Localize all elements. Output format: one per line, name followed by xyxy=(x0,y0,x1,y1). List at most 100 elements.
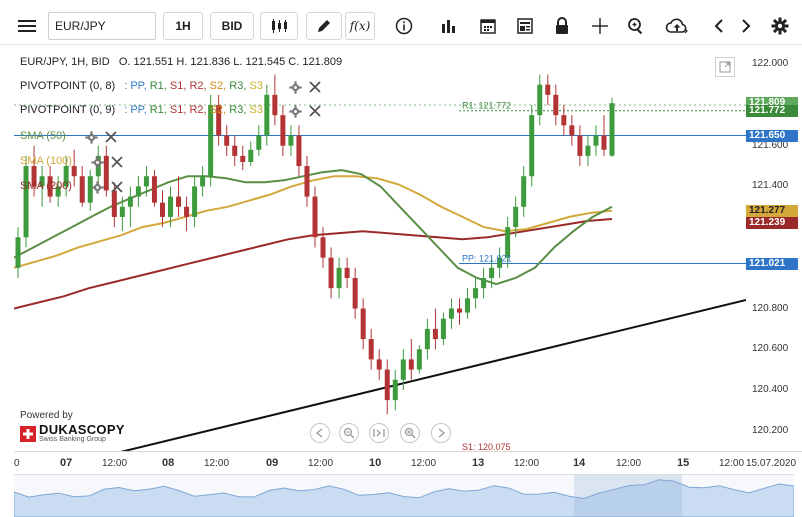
close-icon[interactable] xyxy=(105,131,119,145)
r1-label: R1, xyxy=(149,80,167,92)
close-icon[interactable] xyxy=(309,81,323,95)
scroll-left-button[interactable] xyxy=(708,12,730,40)
candle-down xyxy=(224,135,230,146)
pivotpoint-8-legend[interactable]: PIVOTPOINT (0, 8) : PP, R1, S1, R2, S2, … xyxy=(20,80,263,92)
candle-up xyxy=(465,298,471,313)
bar-chart-icon xyxy=(442,20,455,33)
candle-down xyxy=(577,135,583,156)
fit-chart-button[interactable] xyxy=(369,423,389,443)
candle-up xyxy=(593,135,599,146)
crosshair-button[interactable] xyxy=(586,12,614,40)
zoom-out-icon xyxy=(343,427,355,439)
expand-chart-button[interactable] xyxy=(715,57,735,77)
time-tick-label: 09 xyxy=(266,457,279,469)
candle-up xyxy=(248,149,254,162)
sma50-legend[interactable]: SMA (50) xyxy=(20,130,66,142)
volume-button[interactable] xyxy=(435,12,463,40)
sma100-legend[interactable]: SMA (100) xyxy=(20,155,72,167)
document-icon xyxy=(517,18,533,34)
time-tick-label: 12:00 xyxy=(411,458,437,469)
pivot-level-label: S1: 120.075 xyxy=(462,442,511,451)
upload-button[interactable] xyxy=(660,12,694,40)
close-icon[interactable] xyxy=(111,156,125,170)
candle-up xyxy=(119,206,125,217)
brand-name: DUKASCOPY xyxy=(39,422,125,437)
candle-down xyxy=(280,115,286,146)
info-button[interactable] xyxy=(390,12,418,40)
settings-gear-icon[interactable] xyxy=(289,81,303,95)
indicators-button[interactable]: f(x) xyxy=(345,12,375,40)
candle-down xyxy=(31,166,37,187)
price-tick-label: 120.800 xyxy=(752,302,789,314)
navigator-area xyxy=(14,479,794,517)
scroll-forward-button[interactable] xyxy=(431,423,451,443)
crosshair-icon xyxy=(592,18,608,34)
zoom-out-button[interactable] xyxy=(339,423,359,443)
candle-down xyxy=(111,190,117,217)
candle-down xyxy=(545,84,551,95)
navigator[interactable] xyxy=(14,474,794,517)
time-tick-label: 07 xyxy=(60,457,73,469)
price-tick-label: 121.400 xyxy=(752,180,789,192)
candle-up xyxy=(135,186,141,197)
candle-down xyxy=(312,196,318,238)
hamburger-menu-icon[interactable] xyxy=(12,12,42,40)
candle-down xyxy=(71,166,77,177)
candle-down xyxy=(240,155,246,162)
navigator-window[interactable] xyxy=(574,474,682,517)
zoom-in-button[interactable] xyxy=(400,423,420,443)
pivotpoint-9-legend[interactable]: PIVOTPOINT (0, 9) : PP, R1, S1, R2, S2, … xyxy=(20,104,263,116)
time-tick-label: 15 xyxy=(677,457,690,469)
sma50-label: SMA (50) xyxy=(20,130,66,142)
settings-button[interactable] xyxy=(768,12,792,40)
lock-button[interactable] xyxy=(548,12,576,40)
candle-up xyxy=(481,277,487,289)
cloud-upload-icon xyxy=(665,18,688,34)
pivotpoint-8-label: PIVOTPOINT (0, 8) xyxy=(20,80,116,92)
chart-type-button[interactable] xyxy=(260,12,298,40)
candle-up xyxy=(192,186,198,217)
candle-up xyxy=(416,349,422,370)
timeframe-label: 1H xyxy=(175,19,191,33)
zoom-in-icon xyxy=(404,427,416,439)
scroll-back-button[interactable] xyxy=(310,423,330,443)
candle-down xyxy=(344,267,350,278)
settings-gear-icon[interactable] xyxy=(289,105,303,119)
close-icon[interactable] xyxy=(309,105,323,119)
close-icon[interactable] xyxy=(111,181,125,195)
settings-gear-icon[interactable] xyxy=(91,156,105,170)
pencil-icon xyxy=(318,20,330,32)
time-tick-label: 12:00 xyxy=(308,458,334,469)
pivot-lines xyxy=(14,104,746,265)
zoom-button[interactable] xyxy=(622,12,650,40)
candle-down xyxy=(184,206,190,217)
timeframe-button[interactable]: 1H xyxy=(163,12,203,40)
lock-icon xyxy=(556,17,568,34)
r3-label: R3, xyxy=(229,104,247,116)
ohlc-high: H. 121.836 xyxy=(176,56,231,68)
settings-gear-icon[interactable] xyxy=(85,131,99,145)
price-tick-label: 121.600 xyxy=(752,139,789,151)
calendar-button[interactable] xyxy=(474,12,502,40)
pp-label: : PP, xyxy=(124,80,147,92)
chevron-left-icon xyxy=(714,19,723,33)
drawing-tool-button[interactable] xyxy=(306,12,342,40)
candle-down xyxy=(328,257,334,289)
ohlc-low: L. 121.545 xyxy=(233,56,286,68)
price-chart[interactable]: R1: 121.772 PP: 121.021 S1: 120.075 xyxy=(14,48,746,451)
symbol-input[interactable] xyxy=(48,12,156,40)
sma200-legend[interactable]: SMA (200) xyxy=(20,180,72,192)
price-type-button[interactable]: BID xyxy=(210,12,254,40)
scroll-right-button[interactable] xyxy=(735,12,757,40)
s2-label: S2, xyxy=(209,104,227,116)
candle-up xyxy=(55,186,61,197)
candle-down xyxy=(384,369,390,401)
candle-down xyxy=(360,308,366,340)
price-marker-label: 121.650 xyxy=(746,129,798,142)
candle-down xyxy=(352,277,358,309)
settings-gear-icon[interactable] xyxy=(91,181,105,195)
candle-down xyxy=(79,176,85,203)
ohlc-close: C. 121.809 xyxy=(288,56,343,68)
news-button[interactable] xyxy=(511,12,539,40)
candle-down xyxy=(432,328,438,340)
